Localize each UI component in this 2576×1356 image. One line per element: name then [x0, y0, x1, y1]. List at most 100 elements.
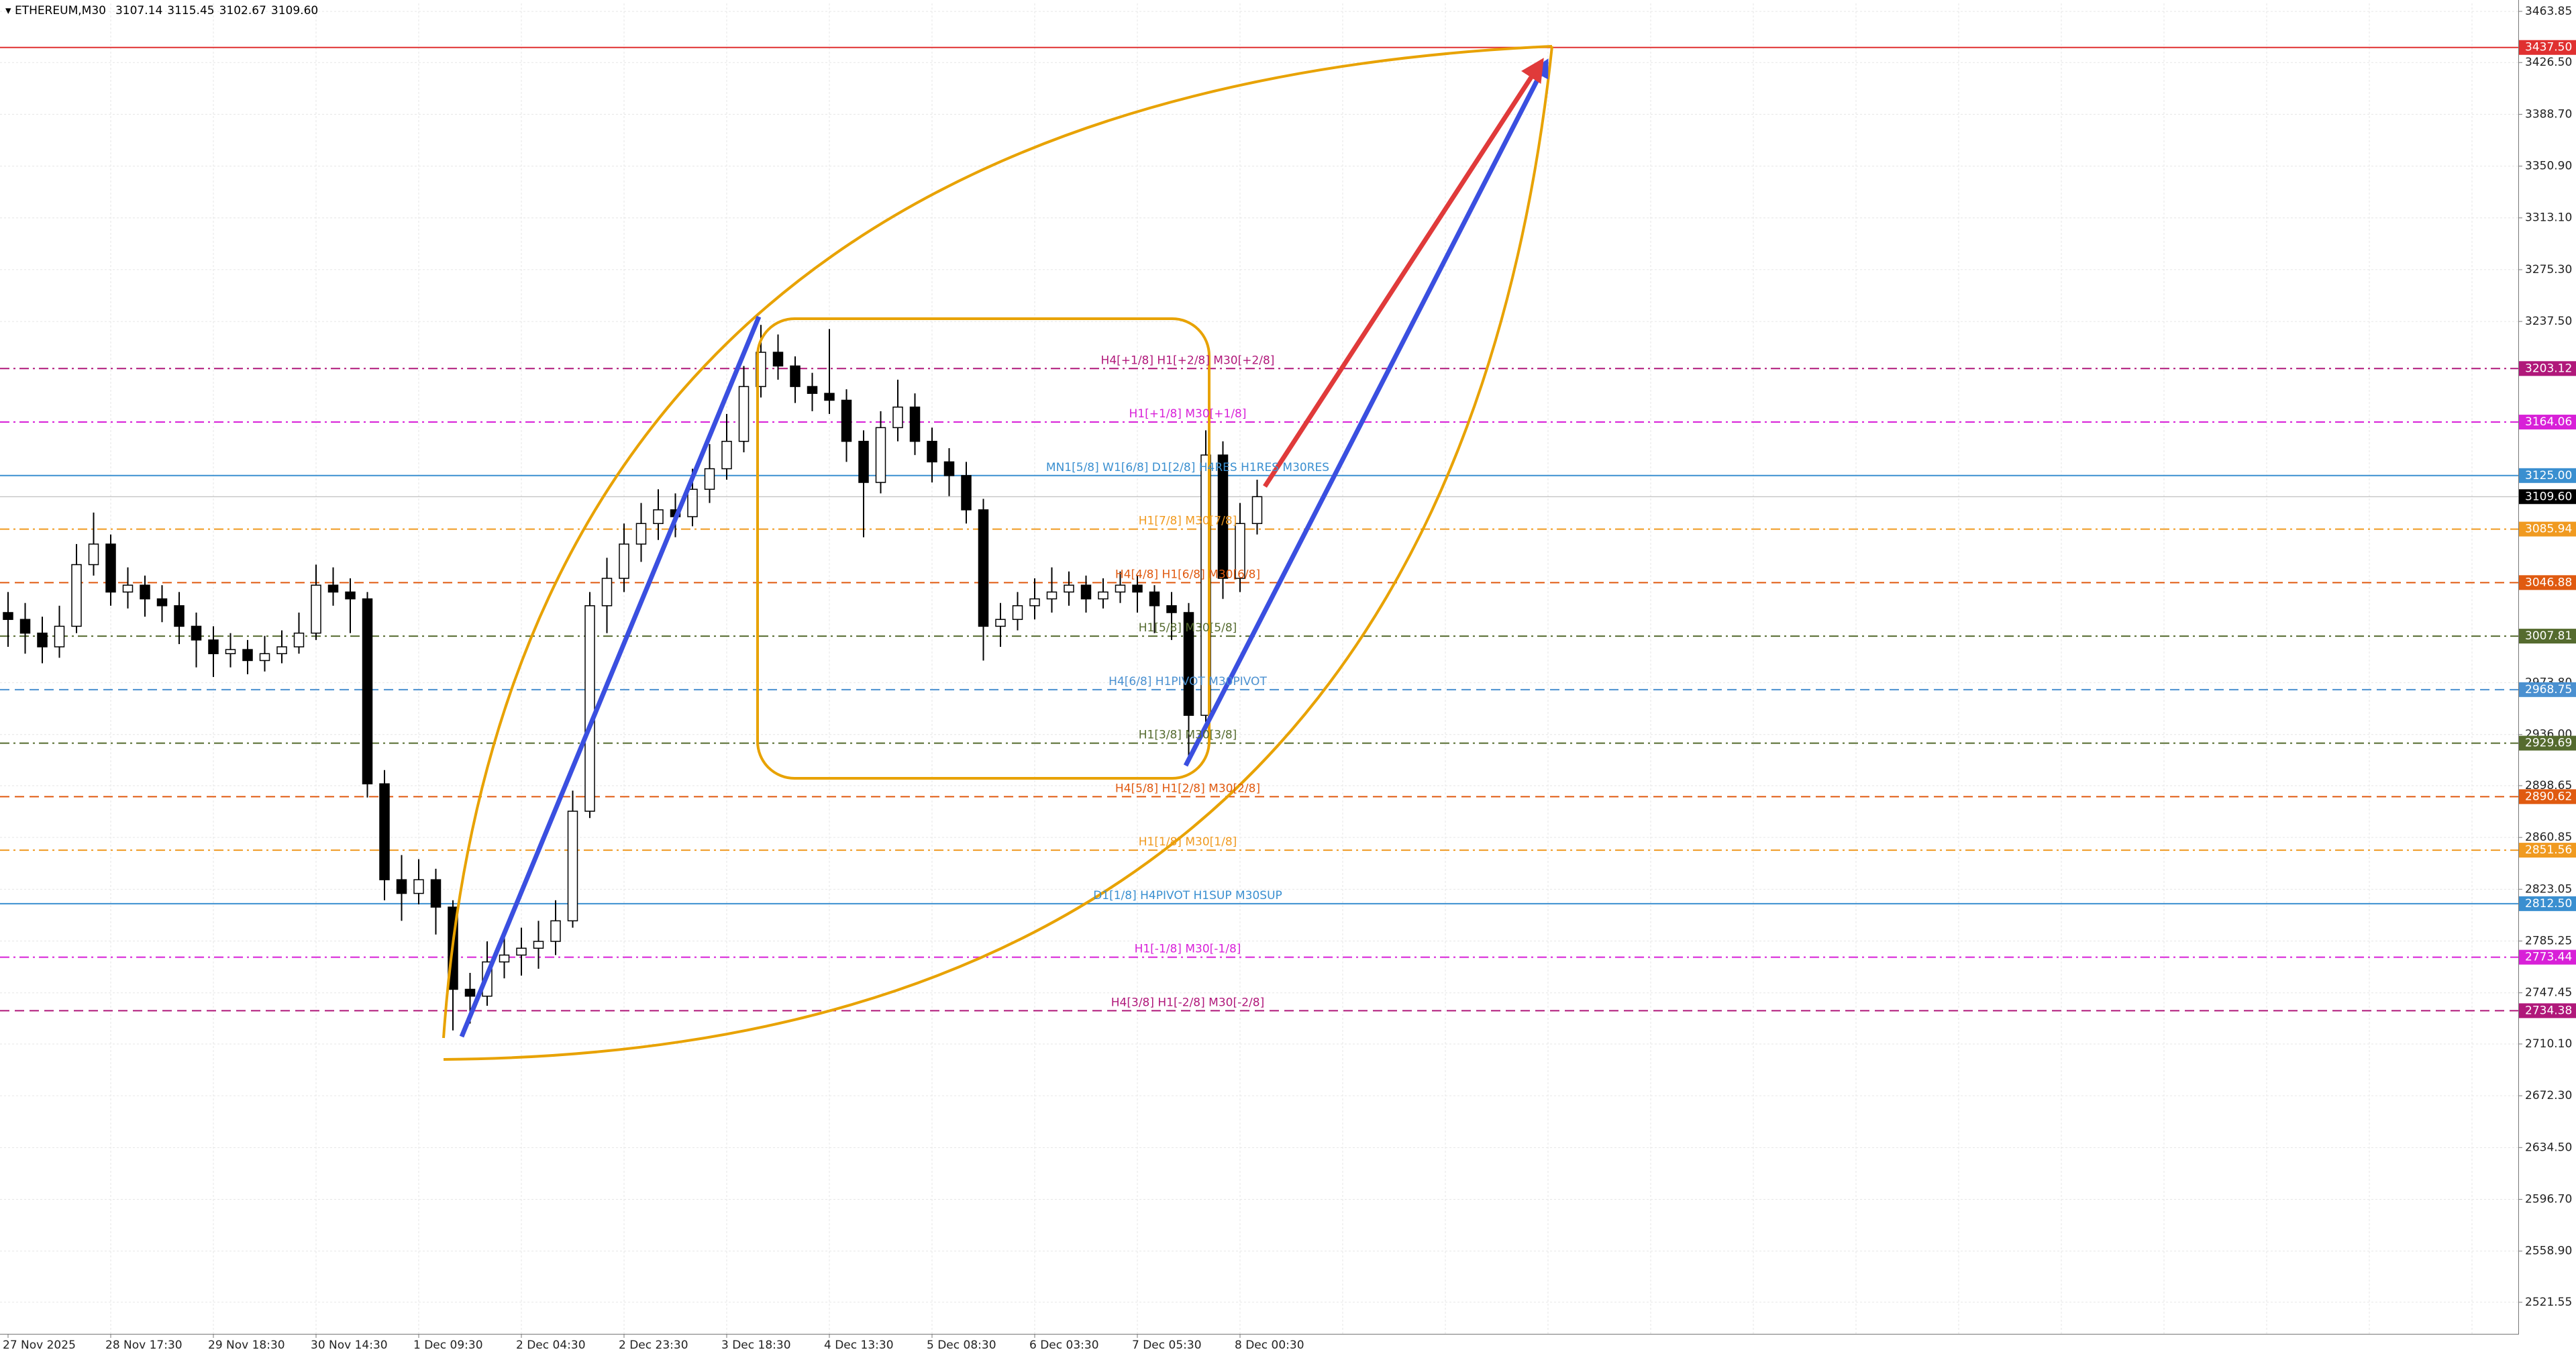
- candle-body: [174, 605, 185, 627]
- x-tick-label: 3 Dec 18:30: [721, 1339, 791, 1352]
- y-tick-label: 2521.55: [2525, 1296, 2572, 1309]
- price-box-label: 3125.00: [2525, 469, 2572, 482]
- level-label: H1[1/8] M30[1/8]: [1139, 835, 1237, 849]
- price-box: [2519, 468, 2576, 483]
- annotations: [442, 45, 1553, 1061]
- price-box-label: 3437.50: [2525, 41, 2572, 54]
- price-box: [2519, 1003, 2576, 1019]
- orange-curve: [442, 45, 1553, 1039]
- candle-body: [704, 468, 715, 490]
- level-label: H1[5/8] M30[5/8]: [1139, 621, 1237, 635]
- y-tick-label: 3313.10: [2525, 211, 2572, 225]
- candle-body: [909, 406, 921, 442]
- current-price-label: 3109.60: [2525, 490, 2572, 503]
- y-tick-label: 2634.50: [2525, 1141, 2572, 1154]
- candle-body: [208, 639, 219, 654]
- price-box: [2519, 415, 2576, 430]
- y-tick-label: 2710.10: [2525, 1037, 2572, 1051]
- price-box-label: 2929.69: [2525, 737, 2572, 750]
- candle-body: [550, 920, 561, 942]
- x-tick-label: 2 Dec 23:30: [619, 1339, 688, 1352]
- candle-body: [824, 393, 835, 401]
- y-tick-label: 3275.30: [2525, 263, 2572, 276]
- candle-body: [687, 488, 698, 517]
- level-label: D1[1/8] H4PIVOT H1SUP M30SUP: [1093, 889, 1282, 902]
- candle-body: [635, 523, 647, 545]
- axis-layer: 3463.85 3426.50 3388.70 3350.90 3313.10 3275.…: [3, 5, 2576, 1352]
- candle-body: [790, 365, 801, 387]
- x-tick-label: 5 Dec 08:30: [927, 1339, 996, 1352]
- candle-body: [995, 619, 1006, 627]
- candle-body: [653, 509, 664, 525]
- candle-body: [54, 625, 65, 647]
- y-tick-label: 3426.50: [2525, 56, 2572, 69]
- candle-body: [464, 988, 476, 997]
- candle-body: [19, 619, 31, 634]
- candle-body: [533, 941, 544, 949]
- y-tick-label: 3350.90: [2525, 160, 2572, 173]
- y-tick-label: 2898.65: [2525, 779, 2572, 792]
- price-box-label: 3085.94: [2525, 523, 2572, 536]
- y-tick-label: 2785.25: [2525, 935, 2572, 948]
- current-price-box: [2519, 489, 2576, 505]
- candle-body: [259, 653, 270, 662]
- price-box-label: 2773.44: [2525, 951, 2572, 964]
- candle-body: [807, 386, 818, 395]
- price-box: [2519, 682, 2576, 697]
- candle-body: [721, 441, 732, 470]
- x-tick-label: 28 Nov 17:30: [105, 1339, 183, 1352]
- price-box: [2519, 521, 2576, 537]
- candle-body: [567, 811, 578, 922]
- price-box: [2519, 40, 2576, 55]
- header-open: 3107.14: [115, 4, 162, 17]
- x-tick-label: 30 Nov 14:30: [311, 1339, 388, 1352]
- candle-body: [37, 632, 48, 647]
- symbol: ETHEREUM,M30: [15, 4, 106, 17]
- price-box: [2519, 575, 2576, 590]
- price-box-label: 2890.62: [2525, 790, 2572, 803]
- y-tick-label: 2747.45: [2525, 986, 2572, 1000]
- header-high: 3115.45: [167, 4, 214, 17]
- candle-body: [122, 584, 134, 593]
- x-tick-label: 29 Nov 18:30: [208, 1339, 285, 1352]
- candle-body: [1046, 591, 1058, 600]
- candle-body: [362, 598, 373, 784]
- x-tick-label: 6 Dec 03:30: [1029, 1339, 1099, 1352]
- candle-body: [1166, 605, 1177, 613]
- price-box-label: 2968.75: [2525, 683, 2572, 696]
- level-label: H1[7/8] M30[7/8]: [1139, 515, 1237, 528]
- candle-body: [978, 509, 989, 627]
- candle-body: [892, 406, 903, 429]
- price-box: [2519, 629, 2576, 644]
- candle-body: [1064, 584, 1074, 593]
- candle-body: [841, 399, 852, 442]
- price-box-label: 3203.12: [2525, 362, 2572, 375]
- candle-body: [327, 584, 339, 593]
- x-tick-label: 27 Nov 2025: [3, 1339, 76, 1352]
- level-label: H1[-1/8] M30[-1/8]: [1135, 943, 1241, 956]
- level-label: H1[3/8] M30[3/8]: [1139, 729, 1237, 742]
- price-box-label: 2734.38: [2525, 1004, 2572, 1017]
- trend-line: [459, 315, 762, 1038]
- trend-arrow: [1183, 58, 1549, 767]
- candle-body: [584, 605, 595, 812]
- x-tick-label: 2 Dec 04:30: [516, 1339, 586, 1352]
- y-tick-label: 3463.85: [2525, 5, 2572, 18]
- candle-body: [738, 386, 750, 442]
- level-label: H4[+1/8] H1[+2/8] M30[+2/8]: [1101, 354, 1275, 367]
- candle-body: [619, 543, 629, 579]
- candle-body: [242, 649, 253, 662]
- time-axis-line: [0, 1334, 2519, 1335]
- candle-body: [276, 646, 287, 654]
- candle-body: [961, 475, 972, 511]
- candle-body: [601, 578, 613, 607]
- menu-triangle: ▾: [5, 4, 15, 17]
- candle-body: [943, 461, 955, 476]
- price-axis-line: [2518, 0, 2519, 1334]
- candle-body: [516, 947, 527, 956]
- candle-body: [225, 649, 236, 654]
- level-label: H4[3/8] H1[-2/8] M30[-2/8]: [1111, 996, 1264, 1009]
- price-box: [2519, 896, 2576, 911]
- x-tick-label: 8 Dec 00:30: [1235, 1339, 1304, 1352]
- candle-body: [379, 783, 390, 880]
